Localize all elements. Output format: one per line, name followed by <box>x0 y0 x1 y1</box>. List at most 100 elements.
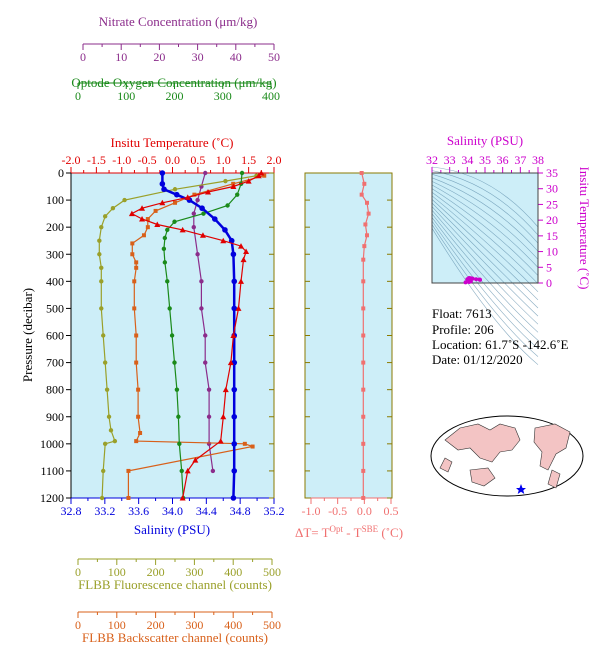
delta-axis-tick-label: -1.0 <box>302 504 321 518</box>
backscatter-axis-tick-label: 500 <box>263 618 281 632</box>
fluorescence-point <box>172 187 178 192</box>
oxygen-point <box>161 246 167 252</box>
delta-label-sup1: Opt <box>330 524 344 534</box>
fluorescence-axis-tick-label: 0 <box>75 565 81 579</box>
ts-salinity-axis-tick-label: 34 <box>461 153 473 167</box>
density-contour <box>431 195 539 293</box>
salinity-point <box>199 205 205 212</box>
salinity-axis-tick-label: 33.6 <box>128 504 149 518</box>
density-contour <box>431 181 539 260</box>
backscatter-point <box>231 181 236 186</box>
backscatter-point <box>134 260 139 265</box>
temperature-axis-tick-label: 0.5 <box>190 153 205 167</box>
nitrate-point <box>206 414 212 419</box>
nitrate-axis-tick-label: 40 <box>230 50 242 64</box>
ts-temperature-tick-label: 0 <box>546 276 552 290</box>
ts-temperature-tick-label: 30 <box>546 182 558 196</box>
nitrate-axis-tick-label: 20 <box>153 50 165 64</box>
nitrate-point <box>199 306 204 311</box>
backscatter-point <box>242 441 247 446</box>
ts-temperature-tick-label: 5 <box>546 260 552 274</box>
delta-t-point <box>361 496 366 500</box>
density-contour <box>431 210 539 325</box>
backscatter-point <box>134 360 139 365</box>
salinity-axis-title: Salinity (PSU) <box>134 522 210 537</box>
density-contour <box>431 177 539 252</box>
temperature-point <box>238 278 245 284</box>
backscatter-point <box>132 306 137 311</box>
delta-t-point <box>361 360 366 365</box>
ts-salinity-axis-tick-label: 37 <box>514 153 526 167</box>
ts-point <box>478 277 483 282</box>
fluorescence-point <box>112 438 118 444</box>
nitrate-point <box>199 279 204 284</box>
density-contour <box>431 202 539 309</box>
pressure-axis-tick-label: 1100 <box>40 464 64 478</box>
backscatter-point <box>141 233 146 238</box>
fluorescence-axis-tick-label: 500 <box>263 565 281 579</box>
backscatter-axis-tick-label: 200 <box>147 618 165 632</box>
temperature-axis-tick-label: -2.0 <box>62 153 81 167</box>
oxygen-axis-tick-label: 200 <box>166 89 184 103</box>
info-location: Location: 61.7˚S -142.6˚E <box>432 337 569 352</box>
ts-salinity-axis-tick-label: 32 <box>426 153 438 167</box>
ts-temperature-tick-label: 10 <box>546 245 558 259</box>
oxygen-point <box>201 211 206 216</box>
info-date: Date: 01/12/2020 <box>432 352 523 367</box>
fluorescence-point <box>97 238 102 243</box>
delta-t-point <box>361 306 366 311</box>
temperature-point <box>245 178 252 184</box>
nitrate-axis-tick-label: 10 <box>115 50 127 64</box>
fluorescence-point <box>102 214 108 219</box>
salinity-point <box>161 186 167 193</box>
temperature-axis-tick-label: -1.0 <box>112 153 131 167</box>
ts-salinity-axis-tick-label: 38 <box>532 153 544 167</box>
backscatter-axis-tick-label: 400 <box>224 618 242 632</box>
ts-point <box>463 280 468 285</box>
temperature-point <box>238 243 245 249</box>
temperature-point <box>217 438 224 444</box>
world-map <box>430 415 584 497</box>
backscatter-point <box>130 241 135 246</box>
backscatter-point <box>134 439 139 444</box>
salinity-point <box>231 305 238 312</box>
fluorescence-axis-tick-label: 300 <box>185 565 203 579</box>
ts-salinity-axis-tick-label: 36 <box>497 153 509 167</box>
backscatter-point <box>134 333 139 338</box>
temperature-point <box>240 256 247 263</box>
temperature-point <box>220 413 227 420</box>
info-profile: Profile: 206 <box>432 322 494 337</box>
backscatter-axis-title: FLBB Backscatter channel (counts) <box>82 630 268 645</box>
fluorescence-axis-tick-label: 200 <box>147 565 165 579</box>
temperature-point <box>184 194 191 200</box>
pressure-axis-tick-label: 0 <box>58 166 64 180</box>
backscatter-axis-tick-label: 100 <box>108 618 126 632</box>
temperature-point <box>139 216 146 222</box>
nitrate-axis-tick-label: 30 <box>192 50 204 64</box>
nitrate-line <box>193 172 214 471</box>
density-contour <box>431 220 539 349</box>
oxygen-point <box>225 203 230 208</box>
delta-axis-tick-label: 0.0 <box>357 504 372 518</box>
fluorescence-point <box>108 428 114 433</box>
delta-t-point <box>359 171 364 175</box>
temperature-axis-tick-label: -0.5 <box>138 153 157 167</box>
backscatter-point <box>153 208 158 213</box>
temperature-axis-tick-label: -1.5 <box>87 153 106 167</box>
delta-panel <box>304 172 393 499</box>
nitrate-point <box>203 333 208 338</box>
backscatter-series <box>126 173 267 500</box>
delta-axis-tick-label: 0.5 <box>384 504 399 518</box>
pressure-axis-tick-label: 900 <box>46 410 64 424</box>
oxygen-point <box>162 235 168 241</box>
salinity-point <box>231 386 238 393</box>
salinity-axis-tick-label: 32.8 <box>61 504 82 518</box>
fluorescence-point <box>102 360 108 365</box>
density-contour <box>431 173 539 244</box>
salinity-point <box>230 495 237 501</box>
temperature-point <box>159 199 166 206</box>
backscatter-point <box>134 265 139 270</box>
nitrate-point <box>206 387 212 392</box>
ts-point <box>468 279 473 284</box>
ts-temperature-tick-label: 20 <box>546 213 558 227</box>
